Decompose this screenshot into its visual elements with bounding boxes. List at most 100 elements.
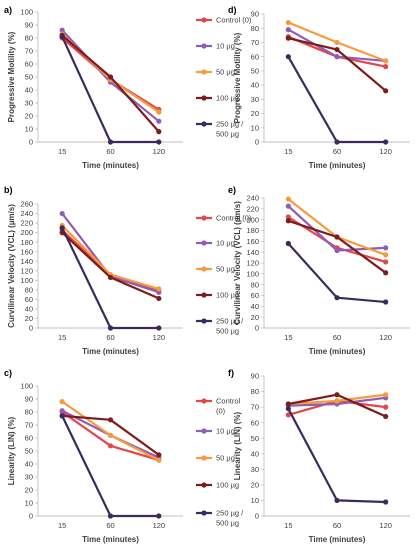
legend-item: 100 µg (196, 291, 239, 300)
panel-label: b) (4, 185, 13, 195)
data-point (383, 499, 389, 505)
data-point (156, 325, 162, 331)
y-tick-label: 100 (20, 382, 33, 391)
y-tick-label: 180 (20, 238, 33, 247)
y-tick-label: 30 (25, 99, 33, 108)
legend-item: 50 µg (196, 265, 235, 274)
data-point (59, 210, 65, 217)
data-point (285, 214, 291, 220)
legend-item: Control (0) (196, 16, 252, 25)
data-point (107, 443, 114, 449)
data-point (107, 325, 114, 331)
legend-label: Control (0) (216, 214, 252, 223)
y-tick-label: 80 (25, 34, 33, 43)
x-axis-title: Time (minutes) (309, 535, 366, 544)
data-point (334, 392, 340, 398)
y-tick-label: 40 (251, 81, 259, 90)
y-tick-label: 70 (251, 38, 259, 47)
data-point (59, 399, 65, 405)
y-tick-label: 0 (29, 138, 33, 147)
legend-marker (201, 292, 207, 298)
data-point (383, 259, 389, 265)
y-tick-label: 60 (251, 418, 259, 427)
y-tick-label: 20 (25, 314, 33, 323)
y-tick-label: 0 (255, 324, 259, 333)
legend-label: 100 µg (216, 291, 239, 300)
data-point (156, 286, 162, 292)
x-tick-label: 60 (333, 333, 341, 342)
data-point (156, 457, 162, 463)
x-tick-label: 60 (333, 521, 341, 530)
y-tick-label: 90 (25, 395, 33, 404)
y-tick-label: 90 (25, 21, 33, 30)
data-point (383, 392, 389, 398)
data-point (285, 54, 291, 60)
y-tick-label: 10 (251, 496, 259, 505)
y-tick-label: 10 (25, 125, 33, 134)
panel-label: e) (228, 185, 236, 195)
y-tick-label: 60 (25, 434, 33, 443)
y-axis-title: Linearity (LIN) (%) (7, 416, 16, 485)
legend-item: 100 µg (196, 94, 239, 103)
legend-marker (201, 240, 207, 246)
data-point (285, 203, 291, 209)
y-tick-label: 140 (246, 248, 259, 257)
data-point (156, 109, 162, 115)
legend-marker (201, 428, 207, 434)
data-point (334, 398, 340, 404)
x-axis-title: Time (minutes) (82, 161, 139, 170)
legend-label: 50 µg (216, 68, 235, 77)
x-tick-label: 60 (106, 147, 114, 156)
y-tick-label: 60 (251, 291, 259, 300)
legend-label: 250 µg / (216, 509, 244, 518)
data-point (285, 240, 291, 247)
y-tick-label: 20 (25, 112, 33, 121)
x-tick-label: 120 (379, 333, 392, 342)
legend-label: 50 µg (216, 454, 235, 463)
y-tick-label: 100 (246, 269, 259, 278)
y-tick-label: 20 (25, 486, 33, 495)
y-tick-label: 40 (251, 302, 259, 311)
legend-label: Control (216, 397, 241, 406)
data-point (383, 270, 389, 276)
chart-panel: f) 0 10 20 30 40 50 60 70 80 90 15 60 120 Time (minute… (228, 368, 410, 544)
legend-item: 50 µg (196, 454, 235, 463)
y-tick-label: 120 (20, 266, 33, 275)
y-tick-label: 80 (251, 280, 259, 289)
y-tick-label: 200 (246, 215, 259, 224)
legend-marker (201, 510, 207, 516)
x-tick-label: 15 (58, 521, 66, 530)
y-tick-label: 100 (20, 276, 33, 285)
chart-panel: a) 0 10 20 30 40 50 60 70 80 90 100 15 60 120 Time (min… (4, 5, 252, 170)
y-tick-label: 140 (20, 257, 33, 266)
data-point (156, 452, 162, 458)
data-point (285, 412, 291, 418)
data-point (334, 39, 340, 46)
y-tick-label: 220 (246, 204, 259, 213)
legend-label: 100 µg (216, 94, 239, 103)
data-point (334, 234, 340, 240)
legend-label: 10 µg (216, 42, 235, 51)
y-tick-label: 220 (20, 219, 33, 228)
legend-item: 100 µg (196, 481, 239, 490)
y-tick-label: 80 (251, 24, 259, 33)
y-tick-label: 240 (20, 209, 33, 218)
legend-marker (201, 17, 207, 23)
data-point (383, 58, 389, 64)
y-tick-label: 50 (25, 447, 33, 456)
legend-marker (201, 95, 207, 101)
y-tick-label: 0 (29, 324, 33, 333)
y-tick-label: 0 (29, 512, 33, 521)
data-point (285, 27, 291, 33)
legend-item: 10 µg (196, 427, 235, 436)
chart-panel: b)02040608010012014016018020022024026015… (4, 185, 252, 356)
series-line (287, 56, 386, 144)
y-tick-label: 100 (20, 8, 33, 17)
data-point (383, 299, 389, 305)
data-point (156, 118, 162, 124)
y-axis-title: Progressive Motility (%) (233, 32, 242, 123)
panel-label: f) (228, 368, 234, 378)
series-line (287, 205, 386, 252)
x-tick-label: 120 (153, 333, 166, 342)
x-tick-label: 120 (379, 147, 392, 156)
